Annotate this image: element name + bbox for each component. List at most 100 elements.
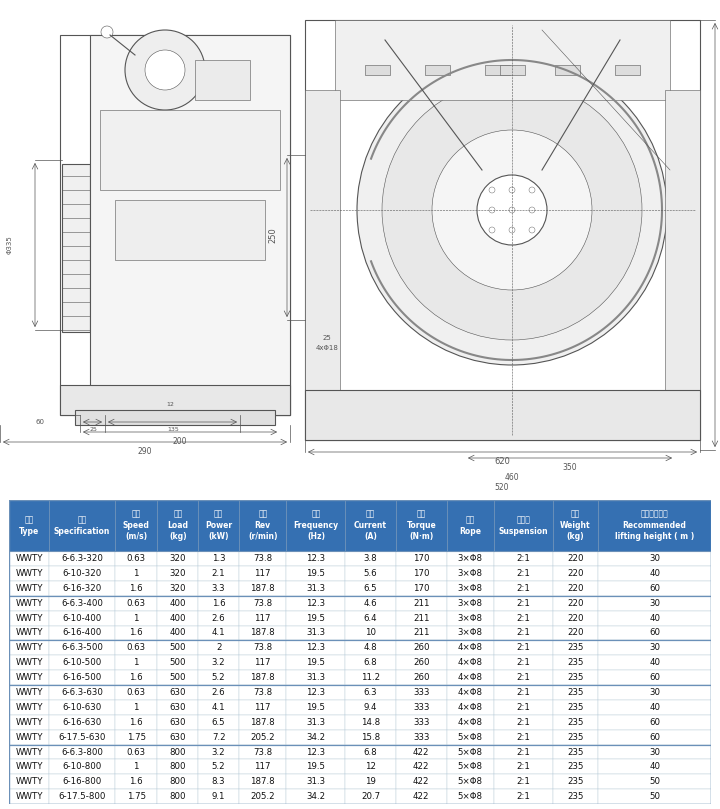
Text: 187.8: 187.8 xyxy=(251,673,275,682)
Circle shape xyxy=(489,187,495,193)
Text: 333: 333 xyxy=(413,718,430,726)
Text: 30: 30 xyxy=(649,643,660,652)
Text: 4xΦ18: 4xΦ18 xyxy=(315,345,338,351)
Text: 6.3: 6.3 xyxy=(364,688,377,697)
Bar xyxy=(158,551,198,566)
Bar xyxy=(50,700,115,715)
Text: 梯速
Speed
(m/s): 梯速 Speed (m/s) xyxy=(122,510,150,541)
Text: 220: 220 xyxy=(567,599,584,608)
Text: 6-10-500: 6-10-500 xyxy=(63,659,102,667)
Bar xyxy=(9,685,50,700)
Text: 5.2: 5.2 xyxy=(212,762,225,772)
Circle shape xyxy=(529,227,535,233)
Bar xyxy=(346,641,396,655)
Bar xyxy=(396,730,446,744)
Text: 1.6: 1.6 xyxy=(212,599,225,608)
Bar xyxy=(239,595,287,611)
Text: 3×Φ8: 3×Φ8 xyxy=(458,584,483,593)
Bar xyxy=(346,790,396,804)
Text: 135: 135 xyxy=(167,427,179,432)
Bar xyxy=(239,581,287,595)
Bar xyxy=(346,730,396,744)
Bar xyxy=(494,551,553,566)
Text: 1: 1 xyxy=(133,659,139,667)
Bar xyxy=(287,730,346,744)
Text: 320: 320 xyxy=(169,584,186,593)
Text: 4×Φ8: 4×Φ8 xyxy=(458,659,483,667)
Bar xyxy=(9,744,50,760)
Text: WWTY: WWTY xyxy=(15,733,42,742)
Text: 4.1: 4.1 xyxy=(212,629,225,637)
Bar xyxy=(198,685,239,700)
Bar xyxy=(50,625,115,641)
Bar xyxy=(494,625,553,641)
Bar xyxy=(446,595,494,611)
Bar xyxy=(553,685,598,700)
Bar xyxy=(239,685,287,700)
Text: 220: 220 xyxy=(567,613,584,623)
Text: 5.2: 5.2 xyxy=(212,673,225,682)
Bar xyxy=(158,581,198,595)
Bar xyxy=(396,595,446,611)
Text: 自重
Weight
(kg): 自重 Weight (kg) xyxy=(560,510,590,541)
Text: 422: 422 xyxy=(413,748,430,756)
Bar xyxy=(598,581,711,595)
Text: WWTY: WWTY xyxy=(15,748,42,756)
Text: 25: 25 xyxy=(89,427,97,432)
Text: WWTY: WWTY xyxy=(15,792,42,801)
Text: 4.6: 4.6 xyxy=(364,599,377,608)
Bar xyxy=(198,774,239,790)
Bar xyxy=(239,744,287,760)
Text: 绳规
Rope: 绳规 Rope xyxy=(459,515,481,536)
Text: 31.3: 31.3 xyxy=(306,718,325,726)
Text: 320: 320 xyxy=(169,569,186,578)
Text: 转矩
Torque
(N·m): 转矩 Torque (N·m) xyxy=(406,510,436,541)
Bar xyxy=(287,670,346,685)
Text: 60: 60 xyxy=(35,419,45,425)
Bar xyxy=(446,715,494,730)
Circle shape xyxy=(382,80,642,340)
Bar xyxy=(346,700,396,715)
Text: 333: 333 xyxy=(413,688,430,697)
Bar xyxy=(598,744,711,760)
Text: 117: 117 xyxy=(254,762,271,772)
Bar xyxy=(425,65,450,75)
Bar xyxy=(115,685,158,700)
Text: 10: 10 xyxy=(365,629,376,637)
Text: 6-10-320: 6-10-320 xyxy=(63,569,102,578)
Bar xyxy=(553,760,598,774)
Text: 400: 400 xyxy=(169,629,186,637)
Text: 0.63: 0.63 xyxy=(127,643,145,652)
Bar xyxy=(494,611,553,625)
Text: 2:1: 2:1 xyxy=(516,673,531,682)
Text: 40: 40 xyxy=(649,613,660,623)
Bar xyxy=(346,611,396,625)
Text: 30: 30 xyxy=(649,748,660,756)
Text: 500: 500 xyxy=(169,659,186,667)
Text: WWTY: WWTY xyxy=(15,777,42,786)
Bar xyxy=(446,760,494,774)
Text: WWTY: WWTY xyxy=(15,718,42,726)
Bar xyxy=(115,500,158,551)
Bar xyxy=(50,641,115,655)
Text: 60: 60 xyxy=(649,629,660,637)
Text: 2:1: 2:1 xyxy=(516,659,531,667)
Bar xyxy=(115,595,158,611)
Bar xyxy=(396,774,446,790)
Bar xyxy=(50,774,115,790)
Text: WWTY: WWTY xyxy=(15,659,42,667)
Bar xyxy=(446,551,494,566)
Text: 7.2: 7.2 xyxy=(212,733,225,742)
Bar xyxy=(9,641,50,655)
Bar xyxy=(446,581,494,595)
Text: 2.1: 2.1 xyxy=(212,569,225,578)
Text: 422: 422 xyxy=(413,762,430,772)
Bar xyxy=(494,715,553,730)
Bar xyxy=(50,611,115,625)
Text: 235: 235 xyxy=(567,659,584,667)
Text: 40: 40 xyxy=(649,703,660,712)
Bar xyxy=(598,715,711,730)
Bar xyxy=(553,581,598,595)
Text: 8.3: 8.3 xyxy=(212,777,225,786)
Text: 400: 400 xyxy=(169,599,186,608)
